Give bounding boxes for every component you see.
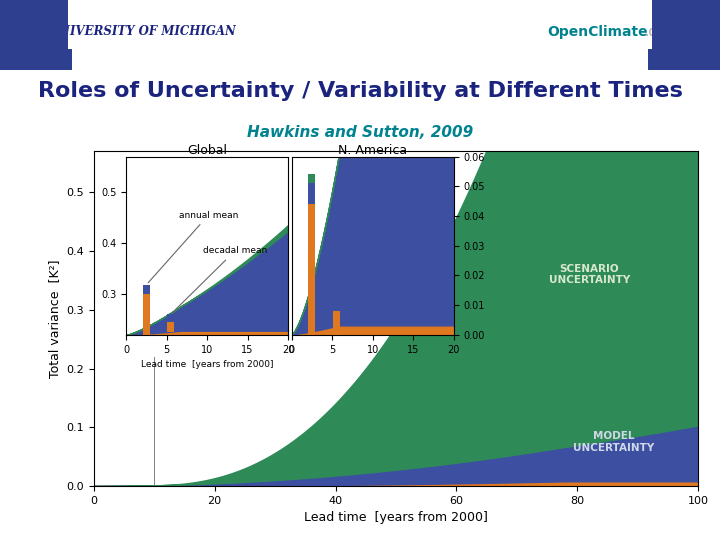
Y-axis label: Total variance  [K²]: Total variance [K²] — [48, 259, 60, 378]
Bar — [143, 285, 150, 294]
Text: annual mean: annual mean — [148, 211, 238, 283]
X-axis label: Lead time  [years from 2000]: Lead time [years from 2000] — [140, 360, 274, 369]
Bar — [308, 183, 315, 204]
Bar — [167, 314, 174, 322]
Title: Global: Global — [187, 144, 227, 157]
Text: .org: .org — [644, 25, 672, 38]
Text: SCENARIO
UNCERTAINTY: SCENARIO UNCERTAINTY — [549, 264, 630, 285]
Bar — [0, 49, 72, 70]
Text: UNIVERSITY OF MICHIGAN: UNIVERSITY OF MICHIGAN — [49, 25, 235, 38]
Bar — [143, 294, 150, 335]
Bar — [333, 311, 340, 335]
Text: OpenClimate: OpenClimate — [547, 25, 648, 38]
Text: Roles of Uncertainty / Variability at Different Times: Roles of Uncertainty / Variability at Di… — [37, 82, 683, 102]
Text: Hawkins and Sutton, 2009: Hawkins and Sutton, 2009 — [247, 125, 473, 140]
Bar — [333, 279, 340, 311]
Bar — [648, 49, 720, 70]
Bar — [167, 322, 174, 332]
Bar — [308, 174, 315, 184]
Title: N. America: N. America — [338, 144, 408, 157]
Text: M: M — [18, 18, 49, 45]
Text: MODEL
UNCERTAINTY: MODEL UNCERTAINTY — [573, 431, 654, 453]
Text: decadal mean: decadal mean — [173, 246, 267, 313]
X-axis label: Lead time  [years from 2000]: Lead time [years from 2000] — [304, 511, 488, 524]
Bar — [308, 204, 315, 335]
